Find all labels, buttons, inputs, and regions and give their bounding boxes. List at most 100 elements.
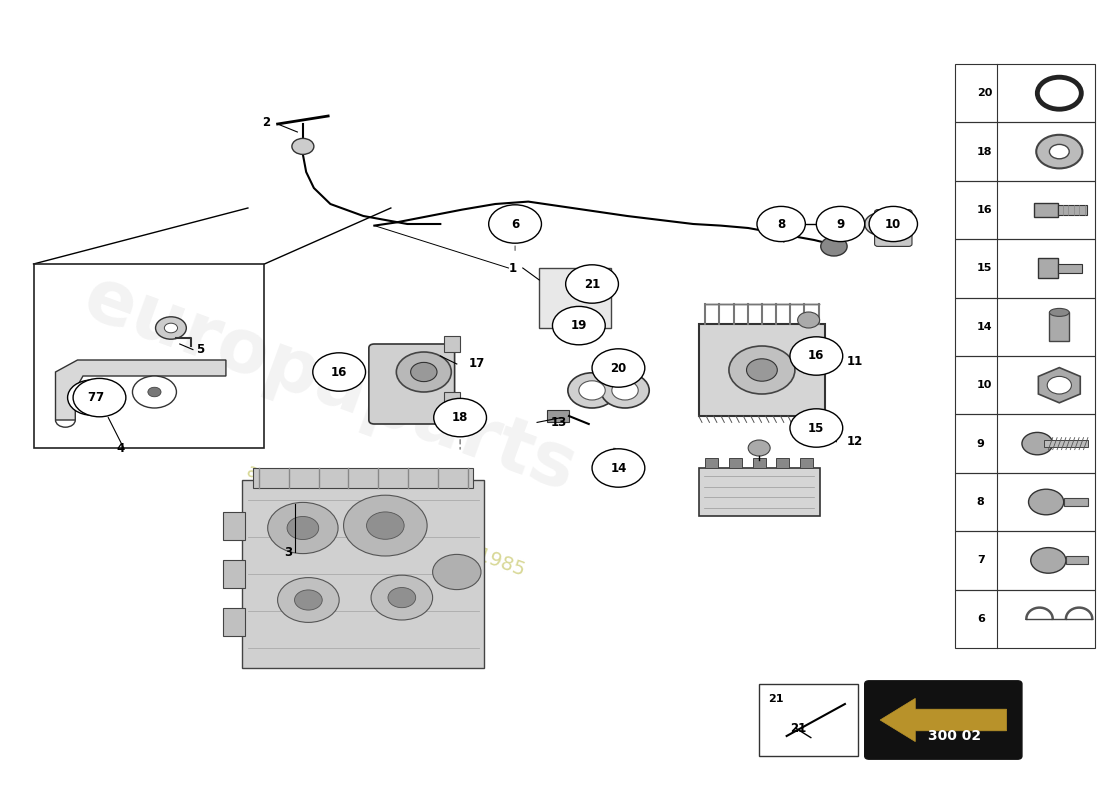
Bar bbox=[752, 458, 766, 468]
Text: 9: 9 bbox=[836, 218, 845, 230]
Circle shape bbox=[565, 265, 618, 303]
Bar bbox=[955, 122, 1094, 181]
FancyBboxPatch shape bbox=[865, 681, 1022, 759]
Bar bbox=[222, 560, 244, 588]
Text: 18: 18 bbox=[977, 146, 992, 157]
Circle shape bbox=[865, 213, 895, 235]
Circle shape bbox=[818, 214, 849, 237]
Text: 17: 17 bbox=[469, 358, 485, 370]
Bar bbox=[222, 608, 244, 636]
Text: 5: 5 bbox=[196, 343, 205, 356]
Text: 18: 18 bbox=[452, 411, 469, 424]
Text: 10: 10 bbox=[977, 380, 992, 390]
Bar bbox=[1058, 205, 1087, 214]
Circle shape bbox=[155, 317, 186, 339]
Circle shape bbox=[343, 495, 427, 556]
Bar bbox=[698, 468, 820, 516]
Bar bbox=[955, 414, 1094, 473]
Text: 15: 15 bbox=[808, 422, 825, 434]
Text: 1: 1 bbox=[508, 262, 517, 274]
Text: 21: 21 bbox=[584, 278, 601, 290]
Circle shape bbox=[488, 205, 541, 243]
Circle shape bbox=[778, 218, 795, 230]
Text: 9: 9 bbox=[977, 438, 985, 449]
Circle shape bbox=[592, 449, 645, 487]
Circle shape bbox=[798, 312, 820, 328]
Bar bbox=[777, 458, 790, 468]
Text: 14: 14 bbox=[610, 462, 627, 474]
Bar bbox=[759, 684, 858, 756]
Bar bbox=[443, 336, 460, 352]
Text: 16: 16 bbox=[808, 350, 825, 362]
Text: 16: 16 bbox=[977, 205, 992, 215]
Text: 6: 6 bbox=[512, 218, 519, 230]
Bar bbox=[955, 181, 1094, 239]
Circle shape bbox=[568, 373, 616, 408]
Bar bbox=[955, 531, 1094, 590]
Bar bbox=[800, 458, 813, 468]
Circle shape bbox=[433, 398, 486, 437]
Polygon shape bbox=[1038, 367, 1080, 402]
Circle shape bbox=[748, 440, 770, 456]
Circle shape bbox=[826, 220, 842, 231]
Text: 19: 19 bbox=[571, 319, 587, 332]
Circle shape bbox=[1022, 432, 1053, 454]
Circle shape bbox=[579, 381, 605, 400]
Circle shape bbox=[366, 512, 404, 539]
Circle shape bbox=[67, 380, 116, 415]
Circle shape bbox=[312, 353, 365, 391]
Polygon shape bbox=[880, 698, 1006, 742]
Bar bbox=[955, 64, 1094, 122]
Circle shape bbox=[1049, 144, 1069, 158]
Circle shape bbox=[757, 206, 805, 242]
Circle shape bbox=[869, 206, 917, 242]
Bar bbox=[33, 264, 264, 448]
Bar bbox=[955, 473, 1094, 531]
Text: 13: 13 bbox=[550, 416, 566, 429]
Bar bbox=[955, 239, 1094, 298]
Text: europaparts: europaparts bbox=[74, 261, 586, 507]
Circle shape bbox=[872, 218, 888, 230]
Circle shape bbox=[287, 517, 319, 539]
Bar bbox=[443, 392, 460, 408]
Bar bbox=[729, 458, 743, 468]
Text: 8: 8 bbox=[777, 218, 785, 230]
Text: 14: 14 bbox=[977, 322, 992, 332]
Text: 7: 7 bbox=[88, 391, 96, 404]
Bar bbox=[1034, 202, 1058, 217]
Circle shape bbox=[790, 409, 843, 447]
Circle shape bbox=[388, 587, 416, 608]
Circle shape bbox=[601, 373, 649, 408]
Circle shape bbox=[147, 387, 161, 397]
Circle shape bbox=[1036, 134, 1082, 168]
Circle shape bbox=[769, 211, 804, 237]
Text: 2: 2 bbox=[262, 116, 271, 129]
Ellipse shape bbox=[1049, 308, 1069, 316]
Circle shape bbox=[396, 352, 451, 392]
Text: 7: 7 bbox=[96, 391, 103, 404]
Text: a passion for parts since 1985: a passion for parts since 1985 bbox=[243, 461, 527, 579]
Bar bbox=[253, 468, 473, 488]
Text: 20: 20 bbox=[977, 88, 992, 98]
FancyBboxPatch shape bbox=[874, 210, 912, 246]
FancyBboxPatch shape bbox=[368, 344, 454, 424]
Circle shape bbox=[747, 358, 778, 381]
Circle shape bbox=[267, 502, 338, 554]
Bar bbox=[1058, 264, 1082, 273]
Text: 16: 16 bbox=[331, 366, 348, 378]
Text: 11: 11 bbox=[847, 355, 864, 368]
Bar bbox=[705, 458, 718, 468]
Circle shape bbox=[277, 578, 339, 622]
Bar bbox=[1044, 440, 1088, 447]
Bar bbox=[955, 590, 1094, 648]
Text: 20: 20 bbox=[610, 362, 627, 374]
Circle shape bbox=[1047, 376, 1071, 394]
Circle shape bbox=[816, 206, 865, 242]
Text: 21: 21 bbox=[768, 694, 783, 704]
Circle shape bbox=[132, 376, 176, 408]
Bar bbox=[242, 480, 484, 668]
Text: 15: 15 bbox=[977, 263, 992, 274]
Circle shape bbox=[612, 381, 638, 400]
Text: 4: 4 bbox=[116, 442, 124, 454]
Text: 21: 21 bbox=[790, 722, 806, 734]
